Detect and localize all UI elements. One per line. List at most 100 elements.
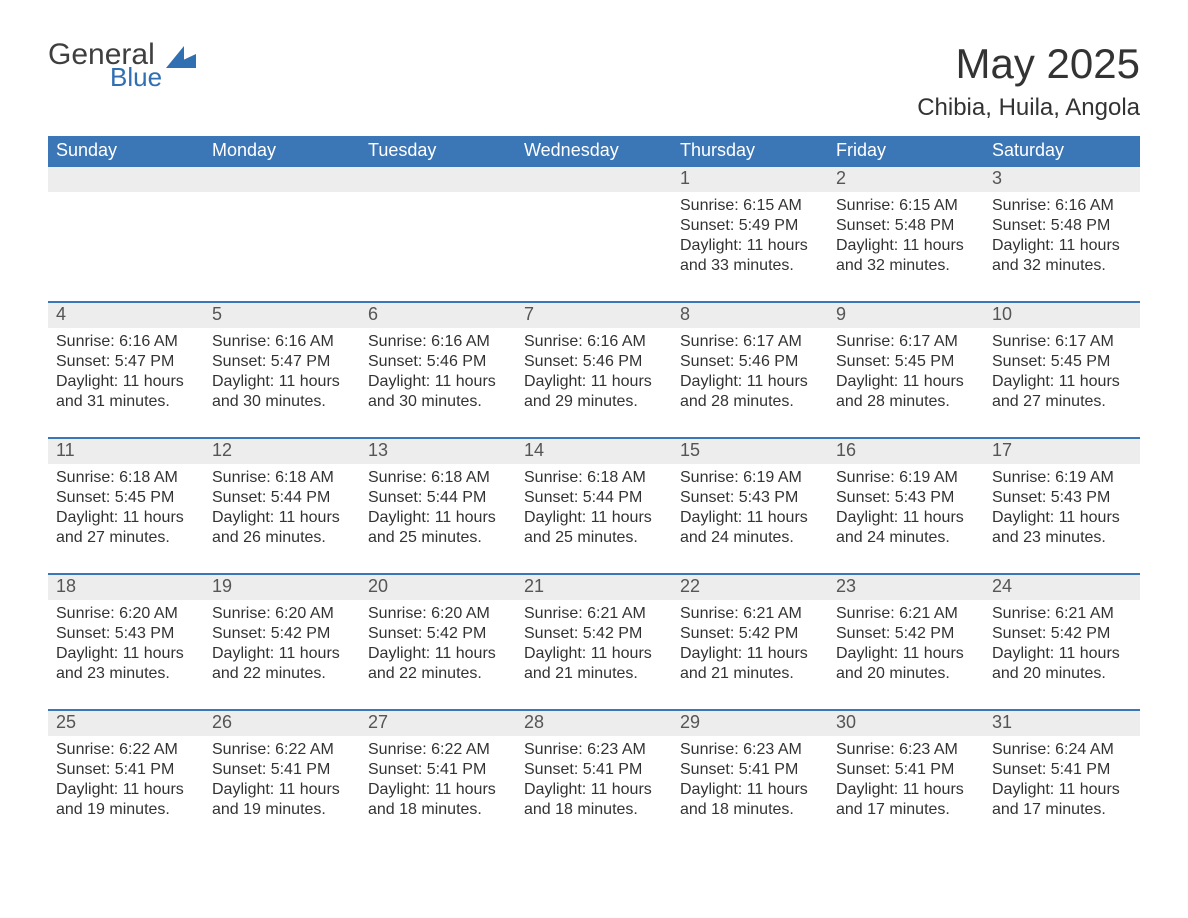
day-number: 2 <box>828 167 984 192</box>
sunset-text: Sunset: 5:46 PM <box>524 352 664 372</box>
daylight1-text: Daylight: 11 hours <box>524 508 664 528</box>
day-cell: 11Sunrise: 6:18 AMSunset: 5:45 PMDayligh… <box>48 439 204 559</box>
day-cell: 9Sunrise: 6:17 AMSunset: 5:45 PMDaylight… <box>828 303 984 423</box>
daylight1-text: Daylight: 11 hours <box>524 780 664 800</box>
sunrise-text: Sunrise: 6:15 AM <box>680 196 820 216</box>
daylight1-text: Daylight: 11 hours <box>56 508 196 528</box>
day-cell: 10Sunrise: 6:17 AMSunset: 5:45 PMDayligh… <box>984 303 1140 423</box>
daylight2-text: and 24 minutes. <box>836 528 976 548</box>
day-cell: 25Sunrise: 6:22 AMSunset: 5:41 PMDayligh… <box>48 711 204 831</box>
daylight1-text: Daylight: 11 hours <box>680 236 820 256</box>
day-body: Sunrise: 6:20 AMSunset: 5:42 PMDaylight:… <box>360 600 516 688</box>
weeks-container: 1Sunrise: 6:15 AMSunset: 5:49 PMDaylight… <box>48 167 1140 831</box>
week-row: 25Sunrise: 6:22 AMSunset: 5:41 PMDayligh… <box>48 709 1140 831</box>
day-body: Sunrise: 6:21 AMSunset: 5:42 PMDaylight:… <box>828 600 984 688</box>
day-cell: 15Sunrise: 6:19 AMSunset: 5:43 PMDayligh… <box>672 439 828 559</box>
daylight2-text: and 33 minutes. <box>680 256 820 276</box>
sunset-text: Sunset: 5:45 PM <box>992 352 1132 372</box>
day-cell: 31Sunrise: 6:24 AMSunset: 5:41 PMDayligh… <box>984 711 1140 831</box>
sunrise-text: Sunrise: 6:23 AM <box>524 740 664 760</box>
day-cell: 22Sunrise: 6:21 AMSunset: 5:42 PMDayligh… <box>672 575 828 695</box>
day-number: 9 <box>828 303 984 328</box>
sunset-text: Sunset: 5:42 PM <box>680 624 820 644</box>
day-cell: 28Sunrise: 6:23 AMSunset: 5:41 PMDayligh… <box>516 711 672 831</box>
sunrise-text: Sunrise: 6:16 AM <box>992 196 1132 216</box>
daylight1-text: Daylight: 11 hours <box>368 644 508 664</box>
daylight1-text: Daylight: 11 hours <box>56 780 196 800</box>
weekday-header: Monday <box>204 136 360 167</box>
day-body: Sunrise: 6:24 AMSunset: 5:41 PMDaylight:… <box>984 736 1140 824</box>
sunset-text: Sunset: 5:45 PM <box>836 352 976 372</box>
sunset-text: Sunset: 5:41 PM <box>368 760 508 780</box>
title-block: May 2025 Chibia, Huila, Angola <box>917 40 1140 122</box>
day-cell <box>516 167 672 287</box>
day-cell: 21Sunrise: 6:21 AMSunset: 5:42 PMDayligh… <box>516 575 672 695</box>
daylight2-text: and 24 minutes. <box>680 528 820 548</box>
sunset-text: Sunset: 5:41 PM <box>992 760 1132 780</box>
sunset-text: Sunset: 5:42 PM <box>836 624 976 644</box>
day-cell: 23Sunrise: 6:21 AMSunset: 5:42 PMDayligh… <box>828 575 984 695</box>
day-cell <box>48 167 204 287</box>
daylight2-text: and 19 minutes. <box>56 800 196 820</box>
daylight1-text: Daylight: 11 hours <box>680 644 820 664</box>
day-cell: 13Sunrise: 6:18 AMSunset: 5:44 PMDayligh… <box>360 439 516 559</box>
day-cell: 24Sunrise: 6:21 AMSunset: 5:42 PMDayligh… <box>984 575 1140 695</box>
daylight2-text: and 17 minutes. <box>992 800 1132 820</box>
day-number: 16 <box>828 439 984 464</box>
sunrise-text: Sunrise: 6:18 AM <box>368 468 508 488</box>
sunset-text: Sunset: 5:46 PM <box>680 352 820 372</box>
day-number: 24 <box>984 575 1140 600</box>
daylight1-text: Daylight: 11 hours <box>56 372 196 392</box>
weekday-header: Saturday <box>984 136 1140 167</box>
daylight1-text: Daylight: 11 hours <box>836 780 976 800</box>
daylight1-text: Daylight: 11 hours <box>212 508 352 528</box>
day-cell: 17Sunrise: 6:19 AMSunset: 5:43 PMDayligh… <box>984 439 1140 559</box>
day-number: 18 <box>48 575 204 600</box>
daylight2-text: and 20 minutes. <box>836 664 976 684</box>
sunrise-text: Sunrise: 6:16 AM <box>524 332 664 352</box>
weekday-header: Thursday <box>672 136 828 167</box>
daylight2-text: and 25 minutes. <box>524 528 664 548</box>
daylight2-text: and 28 minutes. <box>836 392 976 412</box>
daylight2-text: and 23 minutes. <box>992 528 1132 548</box>
daylight2-text: and 26 minutes. <box>212 528 352 548</box>
sunset-text: Sunset: 5:43 PM <box>836 488 976 508</box>
day-body: Sunrise: 6:22 AMSunset: 5:41 PMDaylight:… <box>48 736 204 824</box>
day-cell: 4Sunrise: 6:16 AMSunset: 5:47 PMDaylight… <box>48 303 204 423</box>
day-cell: 14Sunrise: 6:18 AMSunset: 5:44 PMDayligh… <box>516 439 672 559</box>
sunset-text: Sunset: 5:47 PM <box>212 352 352 372</box>
sunrise-text: Sunrise: 6:21 AM <box>836 604 976 624</box>
day-number <box>516 167 672 192</box>
day-cell: 30Sunrise: 6:23 AMSunset: 5:41 PMDayligh… <box>828 711 984 831</box>
sunrise-text: Sunrise: 6:20 AM <box>56 604 196 624</box>
day-body: Sunrise: 6:22 AMSunset: 5:41 PMDaylight:… <box>360 736 516 824</box>
sunrise-text: Sunrise: 6:18 AM <box>56 468 196 488</box>
day-number: 11 <box>48 439 204 464</box>
day-number: 17 <box>984 439 1140 464</box>
daylight2-text: and 23 minutes. <box>56 664 196 684</box>
day-body: Sunrise: 6:17 AMSunset: 5:45 PMDaylight:… <box>828 328 984 416</box>
daylight1-text: Daylight: 11 hours <box>992 780 1132 800</box>
day-cell: 6Sunrise: 6:16 AMSunset: 5:46 PMDaylight… <box>360 303 516 423</box>
daylight2-text: and 18 minutes. <box>680 800 820 820</box>
week-row: 1Sunrise: 6:15 AMSunset: 5:49 PMDaylight… <box>48 167 1140 287</box>
sunset-text: Sunset: 5:48 PM <box>992 216 1132 236</box>
daylight2-text: and 32 minutes. <box>992 256 1132 276</box>
day-body: Sunrise: 6:17 AMSunset: 5:46 PMDaylight:… <box>672 328 828 416</box>
day-body: Sunrise: 6:18 AMSunset: 5:45 PMDaylight:… <box>48 464 204 552</box>
day-cell: 16Sunrise: 6:19 AMSunset: 5:43 PMDayligh… <box>828 439 984 559</box>
daylight1-text: Daylight: 11 hours <box>680 508 820 528</box>
day-number <box>48 167 204 192</box>
daylight1-text: Daylight: 11 hours <box>992 236 1132 256</box>
daylight1-text: Daylight: 11 hours <box>836 372 976 392</box>
daylight2-text: and 17 minutes. <box>836 800 976 820</box>
sunrise-text: Sunrise: 6:15 AM <box>836 196 976 216</box>
daylight2-text: and 32 minutes. <box>836 256 976 276</box>
sunrise-text: Sunrise: 6:21 AM <box>992 604 1132 624</box>
day-number: 15 <box>672 439 828 464</box>
sunrise-text: Sunrise: 6:23 AM <box>680 740 820 760</box>
daylight1-text: Daylight: 11 hours <box>212 780 352 800</box>
day-body: Sunrise: 6:23 AMSunset: 5:41 PMDaylight:… <box>516 736 672 824</box>
day-cell: 27Sunrise: 6:22 AMSunset: 5:41 PMDayligh… <box>360 711 516 831</box>
day-body: Sunrise: 6:15 AMSunset: 5:48 PMDaylight:… <box>828 192 984 280</box>
